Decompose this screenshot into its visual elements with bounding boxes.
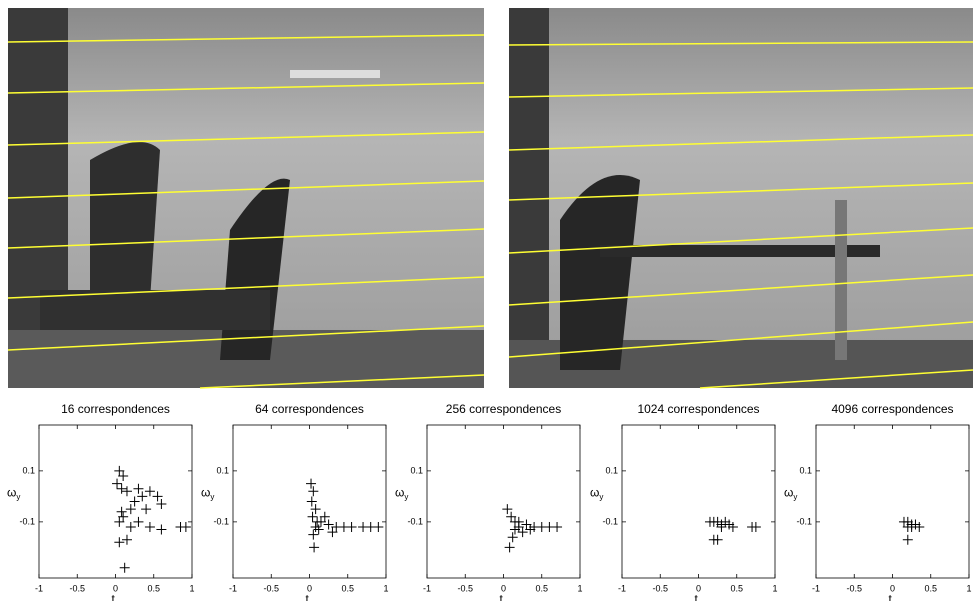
y-label: ωy xyxy=(784,486,797,502)
scatter-plot: 16 correspondences-1-0.500.510.1-0.1ωytz xyxy=(7,402,195,601)
x-tick-label: -0.5 xyxy=(652,583,668,593)
x-tick-label: -0.5 xyxy=(263,583,279,593)
x-tick-label: 1 xyxy=(383,583,388,593)
y-label: ωy xyxy=(201,486,214,502)
y-tick-label: 0.1 xyxy=(605,465,618,475)
y-tick-label: 0.1 xyxy=(799,465,812,475)
y-label-main: ω xyxy=(201,486,210,500)
y-tick-label: 0.1 xyxy=(216,465,229,475)
scatter-plot: 64 correspondences-1-0.500.510.1-0.1ωytz xyxy=(201,402,389,601)
x-tick-label: -1 xyxy=(229,583,237,593)
x-tick-label: 1 xyxy=(966,583,971,593)
x-tick-label: -1 xyxy=(423,583,431,593)
y-tick-label: 0.1 xyxy=(22,465,35,475)
x-tick-label: -0.5 xyxy=(846,583,862,593)
y-label-sub: y xyxy=(210,493,214,502)
y-label-sub: y xyxy=(793,493,797,502)
x-tick-label: 1 xyxy=(577,583,582,593)
y-tick-label: -0.1 xyxy=(602,516,618,526)
y-label: ωy xyxy=(395,486,408,502)
x-tick-label: 0.5 xyxy=(730,583,743,593)
x-label: tz xyxy=(306,592,313,601)
y-tick-label: -0.1 xyxy=(796,516,812,526)
x-tick-label: 0.5 xyxy=(924,583,937,593)
y-label: ωy xyxy=(7,486,20,502)
y-tick-label: -0.1 xyxy=(213,516,229,526)
plot-frame xyxy=(427,425,580,578)
x-tick-label: -1 xyxy=(618,583,626,593)
y-label: ωy xyxy=(590,486,603,502)
plot-frame xyxy=(39,425,192,578)
plot-title: 16 correspondences xyxy=(61,402,170,416)
y-label-sub: y xyxy=(404,493,408,502)
x-tick-label: 1 xyxy=(772,583,777,593)
x-label: tz xyxy=(889,592,896,601)
right-photo xyxy=(509,8,973,388)
y-label-main: ω xyxy=(7,486,16,500)
x-tick-label: -1 xyxy=(812,583,820,593)
figure: 16 correspondences-1-0.500.510.1-0.1ωytz… xyxy=(0,0,973,601)
y-tick-label: -0.1 xyxy=(407,516,423,526)
x-tick-label: 1 xyxy=(189,583,194,593)
x-tick-label: 0.5 xyxy=(147,583,160,593)
plot-frame xyxy=(622,425,775,578)
y-label-main: ω xyxy=(784,486,793,500)
x-label: tz xyxy=(500,592,507,601)
y-label-main: ω xyxy=(590,486,599,500)
plot-title: 1024 correspondences xyxy=(637,402,759,416)
x-label: tz xyxy=(112,592,119,601)
plot-title: 256 correspondences xyxy=(446,402,561,416)
x-tick-label: 0.5 xyxy=(341,583,354,593)
plot-title: 64 correspondences xyxy=(255,402,364,416)
left-photo xyxy=(8,8,484,388)
y-tick-label: -0.1 xyxy=(19,516,35,526)
y-tick-label: 0.1 xyxy=(410,465,423,475)
x-tick-label: 0.5 xyxy=(535,583,548,593)
x-tick-label: -1 xyxy=(35,583,43,593)
plot-frame xyxy=(816,425,969,578)
x-tick-label: -0.5 xyxy=(69,583,85,593)
plot-title: 4096 correspondences xyxy=(831,402,953,416)
y-label-sub: y xyxy=(599,493,603,502)
x-tick-label: -0.5 xyxy=(457,583,473,593)
x-label: tz xyxy=(695,592,702,601)
y-label-sub: y xyxy=(16,493,20,502)
y-label-main: ω xyxy=(395,486,404,500)
scatter-plot: 256 correspondences-1-0.500.510.1-0.1ωyt… xyxy=(395,402,583,601)
